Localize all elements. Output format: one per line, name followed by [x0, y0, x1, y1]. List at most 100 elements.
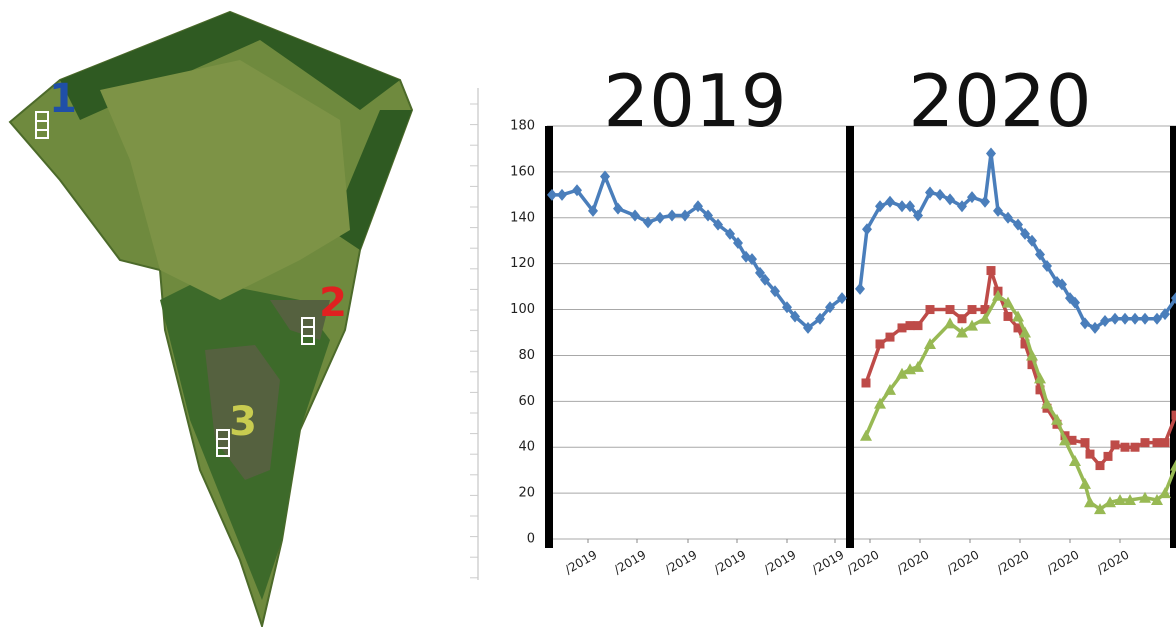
point: [1110, 440, 1120, 450]
point: [1110, 312, 1120, 325]
point: [1114, 493, 1126, 505]
point: [1159, 487, 1171, 499]
y-tick-label: 20: [518, 486, 535, 501]
point: [1171, 410, 1176, 420]
x-tick-label: /2019: [663, 547, 700, 576]
point: [945, 305, 955, 315]
point: [905, 321, 915, 331]
x-tick-label: /2020: [1095, 547, 1132, 576]
meadow: [100, 60, 350, 300]
point: [600, 170, 610, 183]
point: [1120, 312, 1130, 325]
point: [1140, 312, 1150, 325]
point: [957, 200, 967, 213]
point: [884, 383, 896, 395]
pond: [205, 345, 280, 480]
point: [613, 202, 623, 215]
point: [967, 191, 977, 204]
year-title: 2020: [908, 59, 1091, 143]
point: [980, 305, 990, 315]
point: [1139, 491, 1151, 503]
point: [992, 289, 1004, 301]
chart: 020406080100120140160180/2019/2019/2019/…: [470, 59, 1176, 579]
aerial-map: [8, 10, 414, 627]
point: [782, 301, 792, 314]
point: [875, 200, 885, 213]
x-tick-label: /2020: [845, 547, 882, 576]
y-tick-label: 0: [527, 532, 535, 547]
y-tick-label: 120: [510, 256, 535, 271]
point: [1069, 454, 1081, 466]
point: [1080, 317, 1090, 330]
point: [1070, 296, 1080, 309]
point: [1120, 442, 1130, 452]
point: [747, 253, 757, 266]
point: [944, 317, 956, 329]
point: [655, 211, 665, 224]
point: [967, 305, 977, 315]
map-label: 1: [49, 76, 77, 122]
point: [572, 184, 582, 197]
point: [1035, 248, 1045, 261]
point: [815, 312, 825, 325]
point: [924, 337, 936, 349]
point: [1026, 349, 1038, 361]
point: [755, 266, 765, 279]
point: [956, 326, 968, 338]
point: [980, 195, 990, 208]
point: [925, 186, 935, 199]
point: [1160, 438, 1170, 448]
point: [897, 200, 907, 213]
point: [1013, 218, 1023, 231]
x-tick-label: /2019: [612, 547, 649, 576]
y-tick-label: 160: [510, 164, 535, 179]
point: [1059, 434, 1071, 446]
point: [966, 319, 978, 331]
point: [1002, 296, 1014, 308]
point: [1152, 312, 1162, 325]
point: [885, 332, 895, 342]
point: [1013, 323, 1023, 333]
point: [1034, 372, 1046, 384]
tree-line: [60, 12, 400, 120]
y-tick-label: 40: [518, 440, 535, 455]
map-label: 3: [229, 399, 257, 445]
point: [1124, 493, 1136, 505]
y-tick-label: 80: [518, 348, 535, 363]
y-tick-label: 180: [510, 119, 535, 134]
y-tick-label: 60: [518, 394, 535, 409]
point: [693, 200, 703, 213]
year-divider: [846, 126, 854, 548]
point: [1042, 259, 1052, 272]
point: [803, 321, 813, 334]
point: [1051, 413, 1063, 425]
series-line: [552, 151, 1176, 330]
point: [1085, 449, 1095, 459]
point: [855, 282, 865, 295]
point: [1027, 360, 1037, 370]
point: [1090, 321, 1100, 334]
point: [875, 339, 885, 349]
point: [837, 292, 847, 305]
point: [913, 209, 923, 222]
point: [1151, 493, 1163, 505]
point: [547, 188, 557, 201]
point: [1057, 278, 1067, 291]
point: [1041, 397, 1053, 409]
point: [1003, 211, 1013, 224]
point: [1079, 477, 1091, 489]
point: [770, 285, 780, 298]
point: [1080, 438, 1090, 448]
point: [790, 310, 800, 323]
point: [1130, 442, 1140, 452]
point: [913, 321, 923, 331]
point: [1035, 385, 1045, 395]
point: [1140, 438, 1150, 448]
point: [825, 301, 835, 314]
y-tick-label: 140: [510, 210, 535, 225]
point: [925, 305, 935, 315]
point: [667, 209, 677, 222]
point: [1012, 310, 1024, 322]
point: [861, 378, 871, 388]
